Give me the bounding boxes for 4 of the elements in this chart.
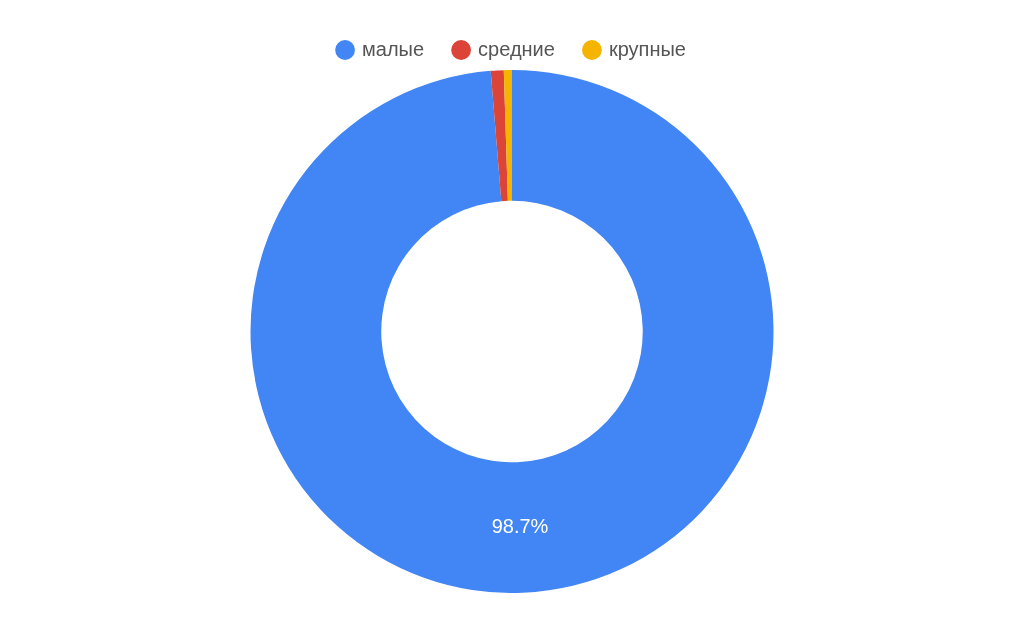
legend-label: крупные bbox=[608, 37, 686, 60]
data-label: 98.7% bbox=[491, 514, 549, 537]
legend-label: средние bbox=[478, 37, 555, 60]
legend-label: малые bbox=[362, 37, 425, 60]
